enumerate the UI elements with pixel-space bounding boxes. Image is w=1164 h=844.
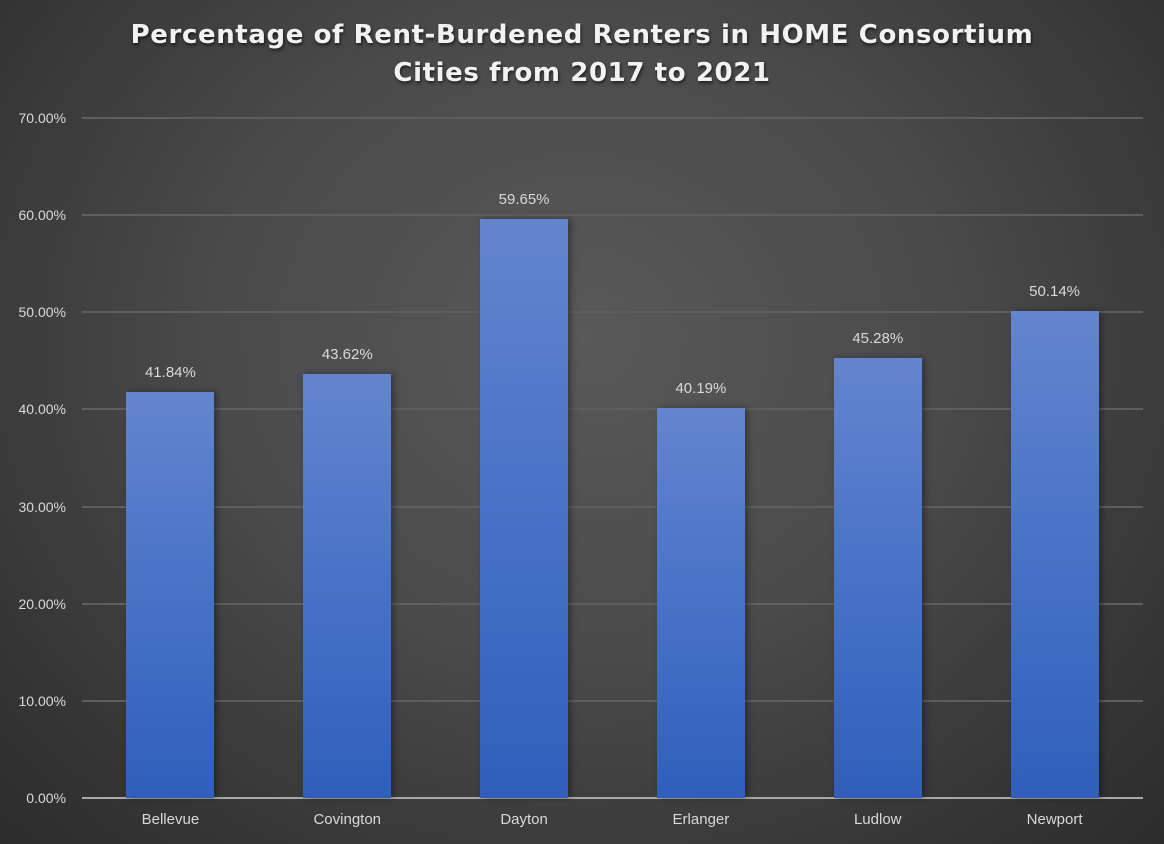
- gridline: [82, 214, 1143, 217]
- data-label: 50.14%: [1029, 282, 1081, 300]
- bar-covington[interactable]: [303, 374, 392, 798]
- x-tick-label: Newport: [1026, 811, 1083, 828]
- y-tick-label: 40.00%: [18, 401, 66, 418]
- y-tick-label: 70.00%: [18, 110, 66, 126]
- x-tick-label: Bellevue: [141, 811, 200, 828]
- gridline: [82, 117, 1143, 119]
- plot-area: 0.00% 10.00% 20.00% 30.00% 40.00% 50.00% 60.00…: [19, 110, 1143, 806]
- bar-newport[interactable]: [1010, 310, 1099, 798]
- y-tick-label: 50.00%: [18, 304, 66, 321]
- data-label: 41.84%: [144, 363, 196, 381]
- data-label: 40.19%: [675, 379, 727, 397]
- x-tick-label: Covington: [313, 811, 382, 828]
- data-label: 43.62%: [321, 346, 373, 364]
- x-tick-label: Ludlow: [853, 811, 902, 828]
- bar-dayton[interactable]: [480, 218, 569, 798]
- y-tick-label: 20.00%: [18, 595, 66, 612]
- chart-title: Percentage of Rent-Burdened Renters in H…: [0, 16, 1164, 92]
- gridline: [82, 699, 1143, 702]
- data-label: 45.28%: [852, 330, 904, 348]
- gridline: [82, 408, 1143, 411]
- chart-title-line-1: Percentage of Rent-Burdened Renters in H…: [130, 20, 1034, 50]
- y-tick-label: 30.00%: [18, 498, 66, 515]
- gridline: [82, 505, 1143, 508]
- bar-erlanger[interactable]: [656, 407, 745, 798]
- gridline: [82, 311, 1143, 314]
- data-label: 59.65%: [498, 190, 550, 208]
- x-axis-line: [82, 797, 1143, 799]
- y-tick-label: 10.00%: [18, 692, 66, 709]
- chart-title-line-2: Cities from 2017 to 2021: [393, 58, 771, 88]
- x-tick-label: Erlanger: [672, 811, 730, 828]
- gridline: [82, 602, 1143, 605]
- bar-bellevue[interactable]: [126, 391, 215, 798]
- y-tick-label: 60.00%: [18, 207, 66, 224]
- x-tick-label: Dayton: [500, 811, 548, 828]
- y-tick-label: 0.00%: [26, 790, 66, 806]
- bar-ludlow[interactable]: [833, 358, 922, 798]
